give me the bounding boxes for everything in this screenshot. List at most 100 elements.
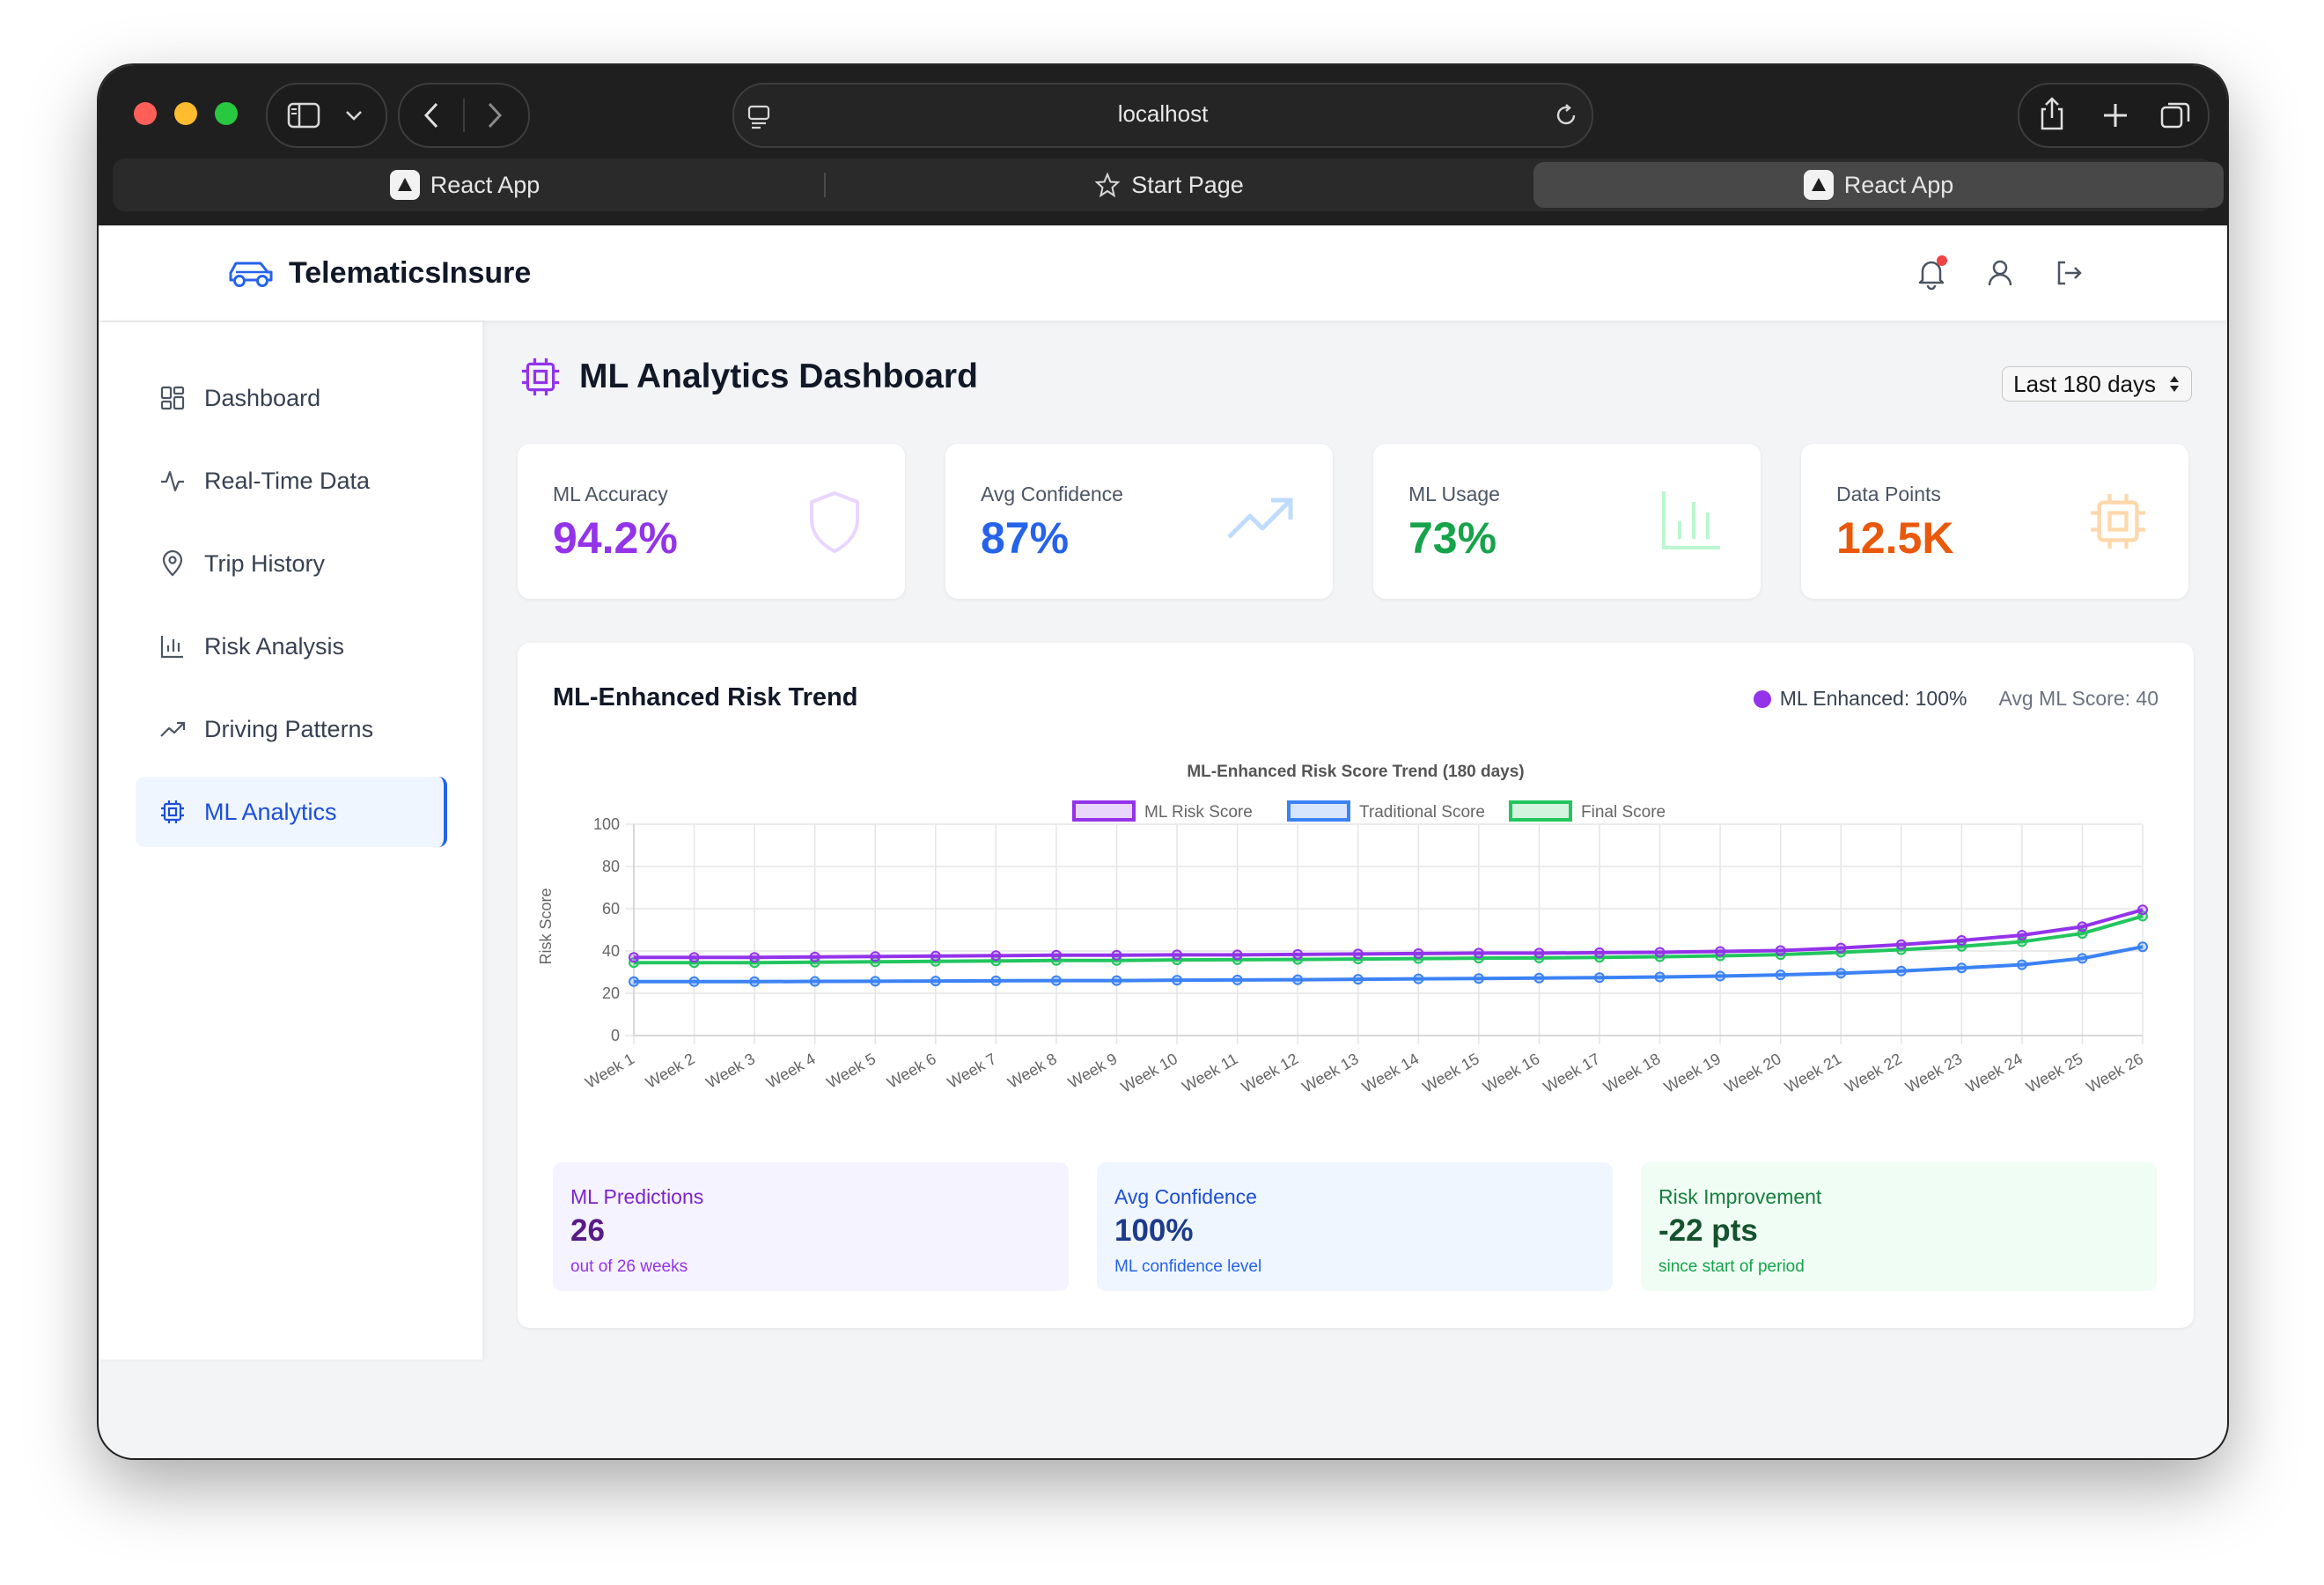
x-tick-label: Week 4 <box>763 1050 819 1092</box>
summary-sub: ML confidence level <box>1114 1257 1262 1276</box>
summary-label: Avg Confidence <box>1114 1185 1257 1208</box>
bar-chart-icon <box>1662 491 1720 549</box>
data-point <box>1835 942 1847 954</box>
reload-icon[interactable] <box>1553 102 1579 129</box>
forward-arrow-icon[interactable] <box>481 100 507 130</box>
sidebar: Dashboard Real-Time Data Trip History Ri… <box>99 322 482 1360</box>
summary-risk-improvement: Risk Improvement -22 pts since start of … <box>1641 1162 2157 1291</box>
tab-label: React App <box>1843 171 1954 198</box>
x-tick-label: Week 18 <box>1600 1050 1663 1096</box>
back-arrow-icon[interactable] <box>419 100 445 130</box>
notification-badge <box>1937 255 1947 266</box>
data-point <box>1172 975 1183 986</box>
legend-label: Final Score <box>1581 803 1666 822</box>
notifications-button[interactable] <box>1914 255 1949 291</box>
data-point <box>1775 969 1786 981</box>
header-actions <box>1914 255 2086 291</box>
stat-value: 87% <box>981 513 1070 563</box>
browser-actions <box>2018 83 2210 148</box>
x-tick-label: Week 11 <box>1180 1050 1241 1095</box>
data-point <box>2077 953 2088 964</box>
risk-trend-chart: ML-Enhanced Risk Score Trend (180 days) … <box>537 763 2148 1096</box>
data-point <box>1111 975 1122 986</box>
tab-label: React App <box>430 171 541 198</box>
data-point <box>1593 947 1605 958</box>
stat-card-data-points: Data Points 12.5K <box>1801 444 2188 599</box>
stat-value: 73% <box>1408 513 1497 563</box>
react-logo-icon <box>1803 170 1834 200</box>
data-point <box>930 950 941 962</box>
page-settings-icon[interactable] <box>746 104 773 130</box>
x-tick-label: Week 26 <box>2084 1050 2146 1096</box>
x-tick-label: Week 19 <box>1661 1050 1724 1096</box>
data-point <box>2077 921 2088 933</box>
data-point <box>809 976 820 987</box>
sidebar-item-driving-patterns[interactable]: Driving Patterns <box>136 694 447 764</box>
page-title-text: ML Analytics Dashboard <box>579 358 978 395</box>
tab-overview-icon[interactable] <box>2159 99 2192 132</box>
stat-label: ML Usage <box>1408 483 1500 505</box>
summary-ml-predictions: ML Predictions 26 out of 26 weeks <box>553 1162 1069 1291</box>
sidebar-item-label: ML Analytics <box>204 798 337 825</box>
sidebar-item-real-time-data[interactable]: Real-Time Data <box>136 446 447 516</box>
x-axis-ticks: Week 1 Week 2 Week 3 Week 4 Week 5 Week 6 Week… <box>582 1050 2146 1096</box>
data-point <box>2016 959 2027 970</box>
x-tick-label: Week 24 <box>1963 1050 2026 1096</box>
data-point <box>749 952 761 963</box>
summary-value: 100% <box>1114 1213 1194 1248</box>
y-tick-label: 20 <box>602 984 620 1002</box>
data-point <box>1533 947 1545 959</box>
trending-up-icon <box>160 721 186 737</box>
summary-avg-confidence: Avg Confidence 100% ML confidence level <box>1097 1162 1613 1291</box>
minimize-window-button[interactable] <box>174 102 197 125</box>
chart-legend: ML Risk Score Traditional Score Final Scor… <box>1072 800 1666 822</box>
profile-button[interactable] <box>1982 255 2018 291</box>
data-point <box>1895 965 1907 977</box>
data-point <box>1232 974 1243 985</box>
series-line <box>634 908 2144 960</box>
tab-divider <box>824 173 826 197</box>
data-point <box>629 952 639 963</box>
logout-button[interactable] <box>2051 255 2086 291</box>
data-point <box>870 951 881 962</box>
data-point <box>1352 974 1364 985</box>
legend-label: ML Risk Score <box>1144 803 1253 822</box>
data-point <box>1715 970 1726 982</box>
browser-chrome: localhost <box>99 65 2227 225</box>
share-icon[interactable] <box>2037 95 2067 132</box>
sidebar-item-risk-analysis[interactable]: Risk Analysis <box>136 611 447 682</box>
map-pin-icon <box>162 549 183 577</box>
browser-tab-start-page[interactable]: Start Page <box>817 158 1521 211</box>
browser-tab-react-app[interactable]: React App <box>113 158 817 211</box>
trending-up-icon <box>1227 498 1293 539</box>
brand[interactable]: TelematicsInsure <box>227 255 531 291</box>
url-text: localhost <box>1117 100 1209 127</box>
stat-value: 12.5K <box>1836 513 1954 563</box>
brand-name: TelematicsInsure <box>289 255 532 290</box>
sidebar-icon <box>287 102 320 129</box>
data-point <box>990 950 1002 962</box>
data-point <box>1895 939 1907 950</box>
sidebar-toggle-button[interactable] <box>266 83 387 148</box>
close-window-button[interactable] <box>134 102 157 125</box>
sidebar-item-ml-analytics[interactable]: ML Analytics <box>136 777 447 847</box>
new-tab-icon[interactable] <box>2100 100 2130 130</box>
summary-sub: since start of period <box>1658 1257 1805 1276</box>
maximize-window-button[interactable] <box>215 102 238 125</box>
x-tick-label: Week 5 <box>824 1050 879 1092</box>
shield-icon <box>810 491 859 553</box>
date-range-select[interactable]: Last 180 days <box>2002 366 2192 402</box>
ml-enhanced-dot <box>1753 689 1771 708</box>
data-point <box>2137 904 2148 916</box>
x-tick-label: Week 15 <box>1420 1050 1482 1096</box>
legend-swatch <box>1509 800 1572 822</box>
sidebar-item-trip-history[interactable]: Trip History <box>136 528 447 599</box>
sidebar-item-dashboard[interactable]: Dashboard <box>136 363 447 433</box>
x-tick-label: Week 16 <box>1480 1050 1542 1096</box>
y-axis-ticks: 0 20 40 60 80 100 <box>593 815 620 1044</box>
browser-tab-react-app-active[interactable]: React App <box>1533 162 2224 208</box>
data-point <box>1956 962 1967 974</box>
x-tick-label: Week 13 <box>1298 1050 1361 1096</box>
x-tick-label: Week 10 <box>1118 1050 1180 1096</box>
address-bar[interactable]: localhost <box>732 83 1593 148</box>
